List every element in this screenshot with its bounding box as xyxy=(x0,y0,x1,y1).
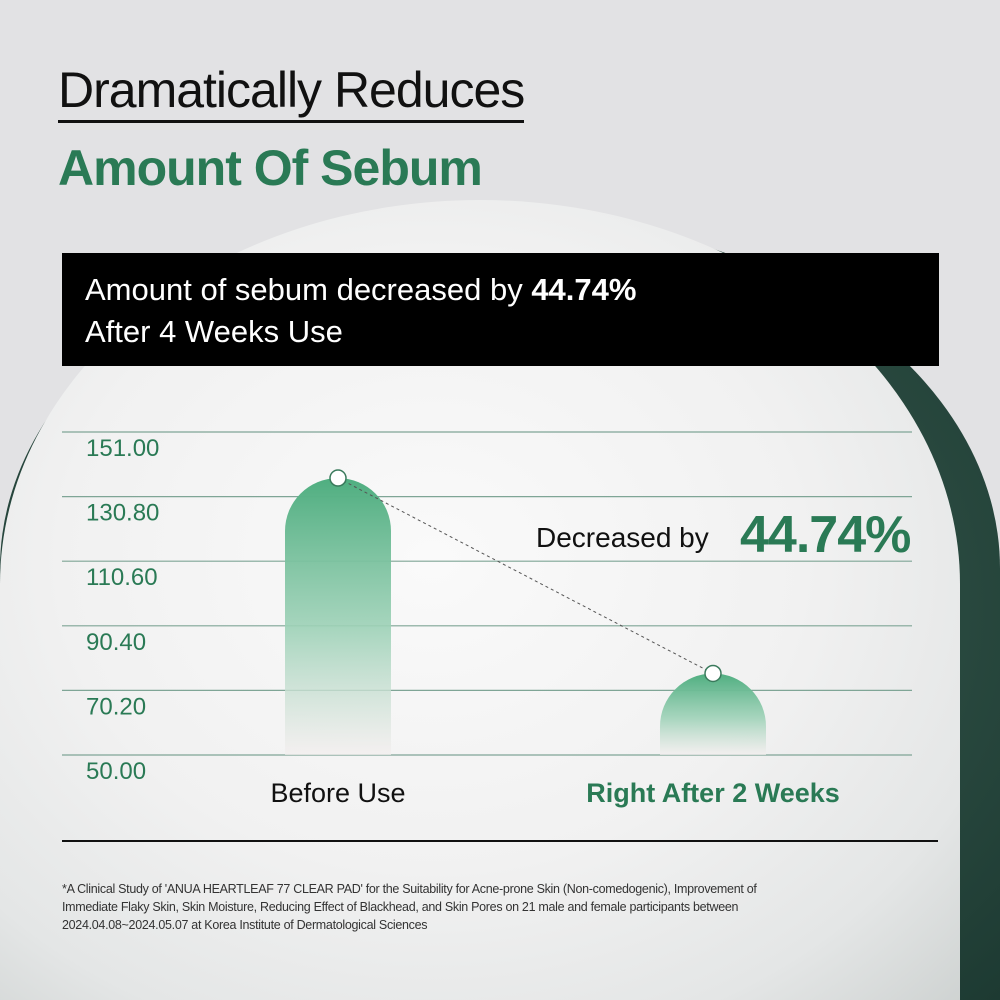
footnote-line: *A Clinical Study of 'ANUA HEARTLEAF 77 … xyxy=(62,882,757,896)
x-category-label: Before Use xyxy=(270,778,405,808)
result-banner: Amount of sebum decreased by 44.74% Afte… xyxy=(62,253,939,366)
trend-connector xyxy=(337,477,714,674)
y-tick-label: 50.00 xyxy=(86,758,146,785)
footnote: *A Clinical Study of 'ANUA HEARTLEAF 77 … xyxy=(62,880,912,934)
y-tick-label: 130.80 xyxy=(86,500,159,527)
banner-value: 44.74% xyxy=(531,272,637,307)
y-tick-label: 70.20 xyxy=(86,693,146,720)
banner-subtext: After 4 Weeks Use xyxy=(85,314,343,349)
page-title: Dramatically Reduces xyxy=(58,62,525,123)
x-category-label: Right After 2 Weeks xyxy=(586,778,840,808)
annotation-label: Decreased by xyxy=(536,522,709,553)
data-point xyxy=(329,469,347,487)
page-subtitle: Amount Of Sebum xyxy=(58,140,483,196)
divider xyxy=(62,840,938,842)
bar xyxy=(660,673,766,755)
bar xyxy=(285,478,391,755)
footnote-line: 2024.04.08~2024.05.07 at Korea Institute… xyxy=(62,918,428,932)
y-tick-label: 110.60 xyxy=(86,564,158,591)
banner-text: Amount of sebum decreased by xyxy=(85,272,532,307)
y-tick-label: 151.00 xyxy=(86,435,159,462)
footnote-line: Immediate Flaky Skin, Skin Moisture, Red… xyxy=(62,900,739,914)
annotation-value: 44.74% xyxy=(740,506,910,564)
data-point xyxy=(704,664,722,683)
y-tick-label: 90.40 xyxy=(86,629,146,656)
